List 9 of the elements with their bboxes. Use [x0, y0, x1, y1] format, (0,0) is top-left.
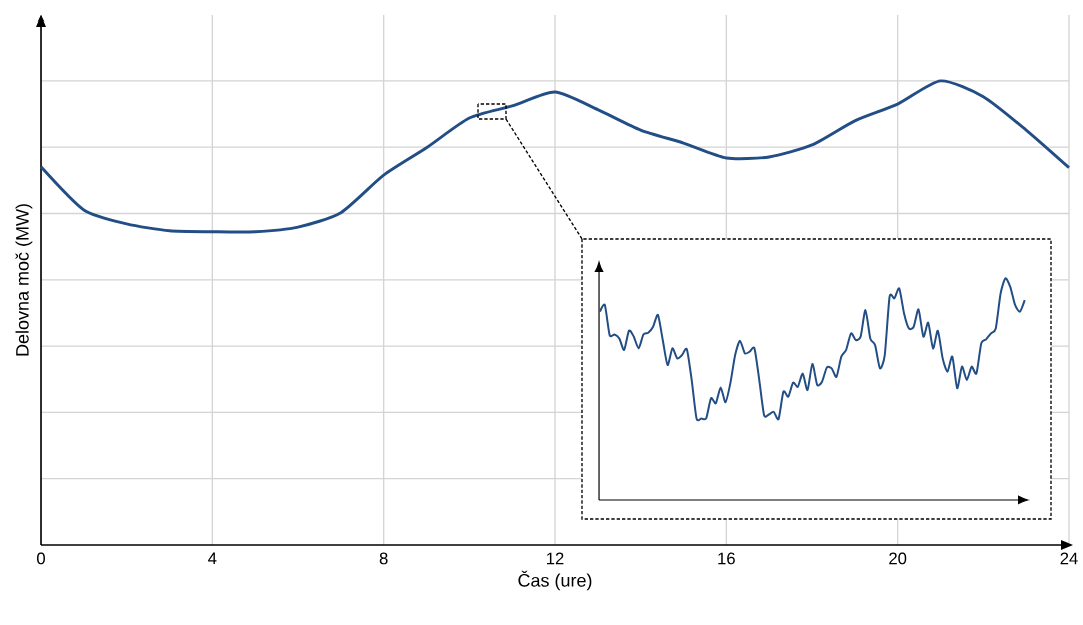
x-tick-label: 12 — [547, 552, 564, 565]
x-tick-label: 8 — [379, 552, 388, 565]
x-tick-label: 20 — [889, 552, 907, 565]
x-axis-title: Čas (ure) — [518, 570, 592, 591]
x-tick-label: 4 — [208, 552, 217, 565]
y-axis-title: Delovna moč (MW) — [15, 204, 33, 356]
x-tick-label: 24 — [1060, 552, 1078, 565]
x-tick-label: 0 — [37, 552, 45, 565]
x-tick-label: 16 — [718, 552, 735, 565]
